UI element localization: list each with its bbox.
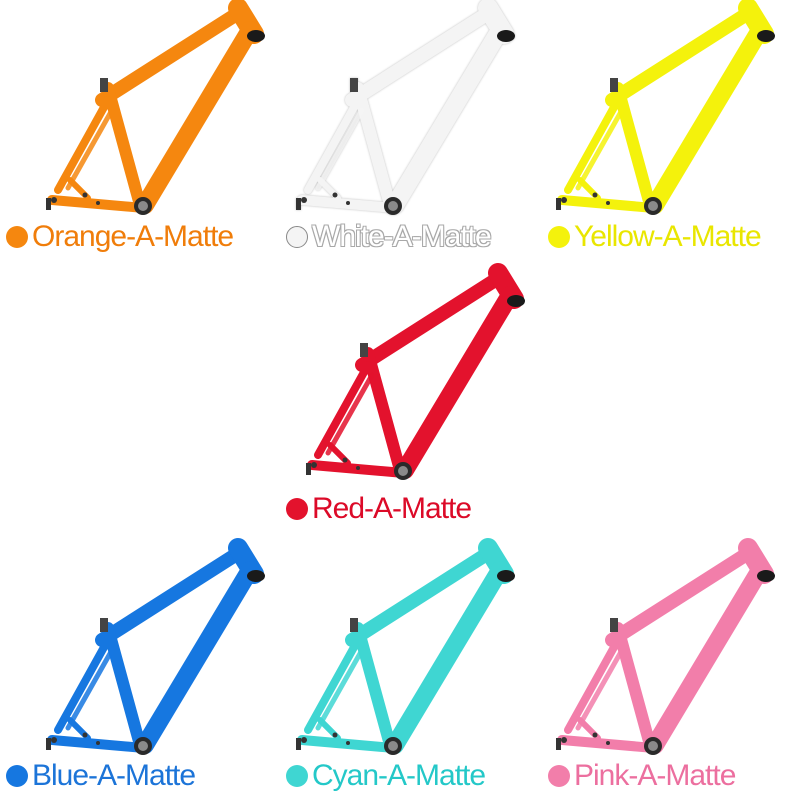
bike-frame-image xyxy=(550,0,790,225)
color-swatch-icon xyxy=(6,226,28,248)
bike-frame-image xyxy=(300,265,540,490)
bike-frame-image xyxy=(40,0,280,225)
color-label: Cyan-A-Matte xyxy=(312,759,486,792)
bike-frame-image xyxy=(550,540,790,765)
bike-frame-image xyxy=(40,540,280,765)
color-label-row: Blue-A-Matte xyxy=(6,759,196,792)
color-swatch-icon xyxy=(6,765,28,787)
frame-card-yellow: Yellow-A-Matte xyxy=(550,0,790,260)
color-label: Blue-A-Matte xyxy=(32,759,196,792)
color-label-row: Yellow-A-Matte xyxy=(548,220,762,253)
color-swatch-icon xyxy=(286,498,308,520)
color-label: Red-A-Matte xyxy=(312,492,472,525)
color-label: Orange-A-Matte xyxy=(32,220,234,253)
color-label-row: Pink-A-Matte xyxy=(548,759,736,792)
color-swatch-icon xyxy=(548,226,570,248)
frame-card-orange: Orange-A-Matte xyxy=(6,0,280,260)
color-label-row: Red-A-Matte xyxy=(286,492,472,525)
color-swatch-icon xyxy=(286,765,308,787)
frame-card-cyan: Cyan-A-Matte xyxy=(286,540,530,800)
frame-card-red: Red-A-Matte xyxy=(286,265,540,530)
color-label-row: White-A-Matte xyxy=(286,220,492,253)
color-label: White-A-Matte xyxy=(312,220,492,253)
color-label-row: Cyan-A-Matte xyxy=(286,759,486,792)
color-label-row: Orange-A-Matte xyxy=(6,220,234,253)
frame-card-pink: Pink-A-Matte xyxy=(550,540,790,800)
color-swatch-icon xyxy=(548,765,570,787)
color-label: Yellow-A-Matte xyxy=(574,220,762,253)
frame-card-white: White-A-Matte xyxy=(286,40,530,260)
bike-frame-image xyxy=(290,540,530,765)
color-label: Pink-A-Matte xyxy=(574,759,736,792)
bike-frame-image xyxy=(290,0,530,225)
color-swatch-icon xyxy=(286,226,308,248)
frame-card-blue: Blue-A-Matte xyxy=(6,540,280,800)
